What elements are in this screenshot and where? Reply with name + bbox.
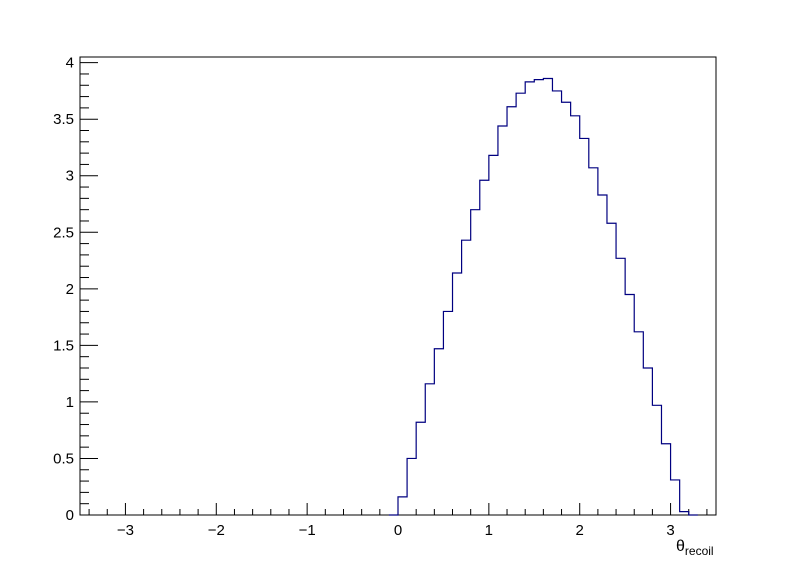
axis-ticks	[80, 62, 708, 516]
x-axis-title: θrecoil	[676, 538, 714, 558]
x-tick-label: −1	[299, 522, 316, 539]
y-tick-label: 2	[66, 281, 74, 298]
y-tick-label: 1.5	[53, 337, 74, 354]
x-axis-title-subscript: recoil	[685, 544, 714, 558]
y-tick-label: 4	[66, 55, 74, 72]
y-tick-label: 3	[66, 168, 74, 185]
x-tick-label: 3	[666, 522, 674, 539]
x-axis-title-symbol: θ	[676, 538, 685, 555]
x-tick-label: −2	[208, 522, 225, 539]
x-tick-label: −3	[117, 522, 134, 539]
plot-frame	[79, 56, 717, 516]
y-tick-label: 2.5	[53, 224, 74, 241]
tick-labels: −3 −2 −1 0 1 2 3 0 0.5 1 1.5 2 2.5 3 3.5 4	[53, 55, 675, 539]
y-tick-label: 1	[66, 394, 74, 411]
histogram-series-line	[388, 77, 698, 516]
y-tick-label: 3.5	[53, 111, 74, 128]
y-tick-label: 0.5	[53, 450, 74, 467]
x-tick-label: 2	[576, 522, 584, 539]
x-tick-label: 1	[485, 522, 493, 539]
y-tick-label: 0	[66, 507, 74, 524]
x-tick-label: 0	[394, 522, 402, 539]
